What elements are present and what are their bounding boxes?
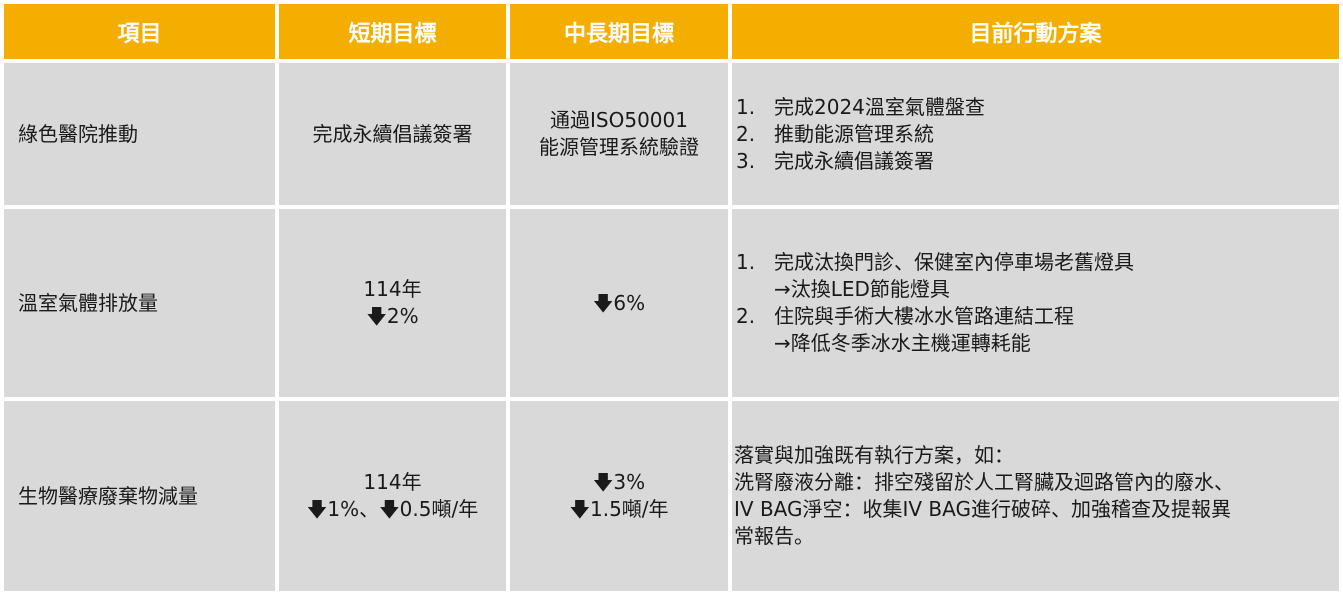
row3-short-line2: 🡇1%、🡇0.5噸/年: [306, 497, 479, 521]
row1-item-text: 綠色醫院推動: [18, 121, 138, 146]
action-subtext: →汰換LED節能燈具: [774, 277, 950, 301]
action-number: 2.: [736, 121, 756, 146]
row2-mid: 🡇6%: [510, 209, 728, 397]
action-text: 推動能源管理系統: [774, 121, 934, 146]
row3-mid-line1: 🡇3%: [592, 470, 646, 494]
paragraph-line: 落實與加強既有執行方案，如：: [734, 443, 1014, 467]
row1-short: 完成永續倡議簽署: [279, 63, 506, 205]
row3-mid-line2: 🡇1.5噸/年: [569, 497, 669, 521]
paragraph-line: 常報告。: [734, 524, 814, 548]
row2-short-line1: 114年: [363, 277, 422, 301]
action-text: 住院與手術大樓冰水管路連結工程: [774, 304, 1074, 328]
action-text: 完成永續倡議簽署: [774, 148, 934, 173]
row2-actions: 1. 完成汰換門診、保健室內停車場老舊燈具 →汰換LED節能燈具 2. 住院與手術大…: [732, 209, 1339, 397]
row1-mid-line1: 通過ISO50001: [550, 108, 688, 132]
row1-short-line1: 完成永續倡議簽署: [312, 121, 473, 146]
action-number: 2.: [736, 304, 756, 328]
row1-item: 綠色醫院推動: [4, 63, 275, 205]
action-number: 1.: [736, 250, 756, 274]
row2-short-line2: 🡇2%: [366, 304, 419, 328]
paragraph-line: 洗腎廢液分離：排空殘留於人工腎臟及迴路管內的廢水、: [734, 470, 1234, 494]
row3-actions: 落實與加強既有執行方案，如： 洗腎廢液分離：排空殘留於人工腎臟及迴路管內的廢水、…: [732, 401, 1339, 591]
row1-mid-line2: 能源管理系統驗證: [539, 135, 699, 159]
row3-short-line1: 114年: [363, 470, 422, 494]
action-text: 完成2024溫室氣體盤查: [774, 94, 985, 119]
row1-actions: 1. 完成2024溫室氣體盤查 2. 推動能源管理系統 3. 完成永續倡議簽署: [732, 63, 1339, 205]
action-item: 1. 完成汰換門診、保健室內停車場老舊燈具: [736, 249, 1134, 276]
row2-item-text: 溫室氣體排放量: [18, 290, 158, 315]
row3-mid: 🡇3% 🡇1.5噸/年: [510, 401, 728, 591]
header-short-term: 短期目標: [279, 4, 506, 59]
header-item: 項目: [4, 4, 275, 59]
action-text: 完成汰換門診、保健室內停車場老舊燈具: [774, 250, 1134, 274]
row2-short: 114年 🡇2%: [279, 209, 506, 397]
paragraph-line: IV BAG淨空：收集IV BAG進行破碎、加強稽查及提報異: [734, 497, 1231, 521]
row3-item: 生物醫療廢棄物減量: [4, 401, 275, 591]
action-item: 2. 住院與手術大樓冰水管路連結工程: [736, 303, 1074, 330]
row1-mid: 通過ISO50001 能源管理系統驗證: [510, 63, 728, 205]
action-number: 3.: [736, 148, 756, 173]
header-actions: 目前行動方案: [732, 4, 1339, 59]
action-item: 2. 推動能源管理系統: [736, 121, 934, 148]
row2-item: 溫室氣體排放量: [4, 209, 275, 397]
action-subtext: →降低冬季冰水主機運轉耗能: [774, 331, 1031, 355]
row3-short: 114年 🡇1%、🡇0.5噸/年: [279, 401, 506, 591]
action-number: 1.: [736, 94, 756, 119]
action-item: 1. 完成2024溫室氣體盤查: [736, 94, 985, 121]
row3-item-text: 生物醫療廢棄物減量: [18, 483, 198, 508]
row2-mid-line1: 🡇6%: [592, 290, 646, 315]
header-mid-long-term: 中長期目標: [510, 4, 728, 59]
action-item: 3. 完成永續倡議簽署: [736, 148, 934, 175]
